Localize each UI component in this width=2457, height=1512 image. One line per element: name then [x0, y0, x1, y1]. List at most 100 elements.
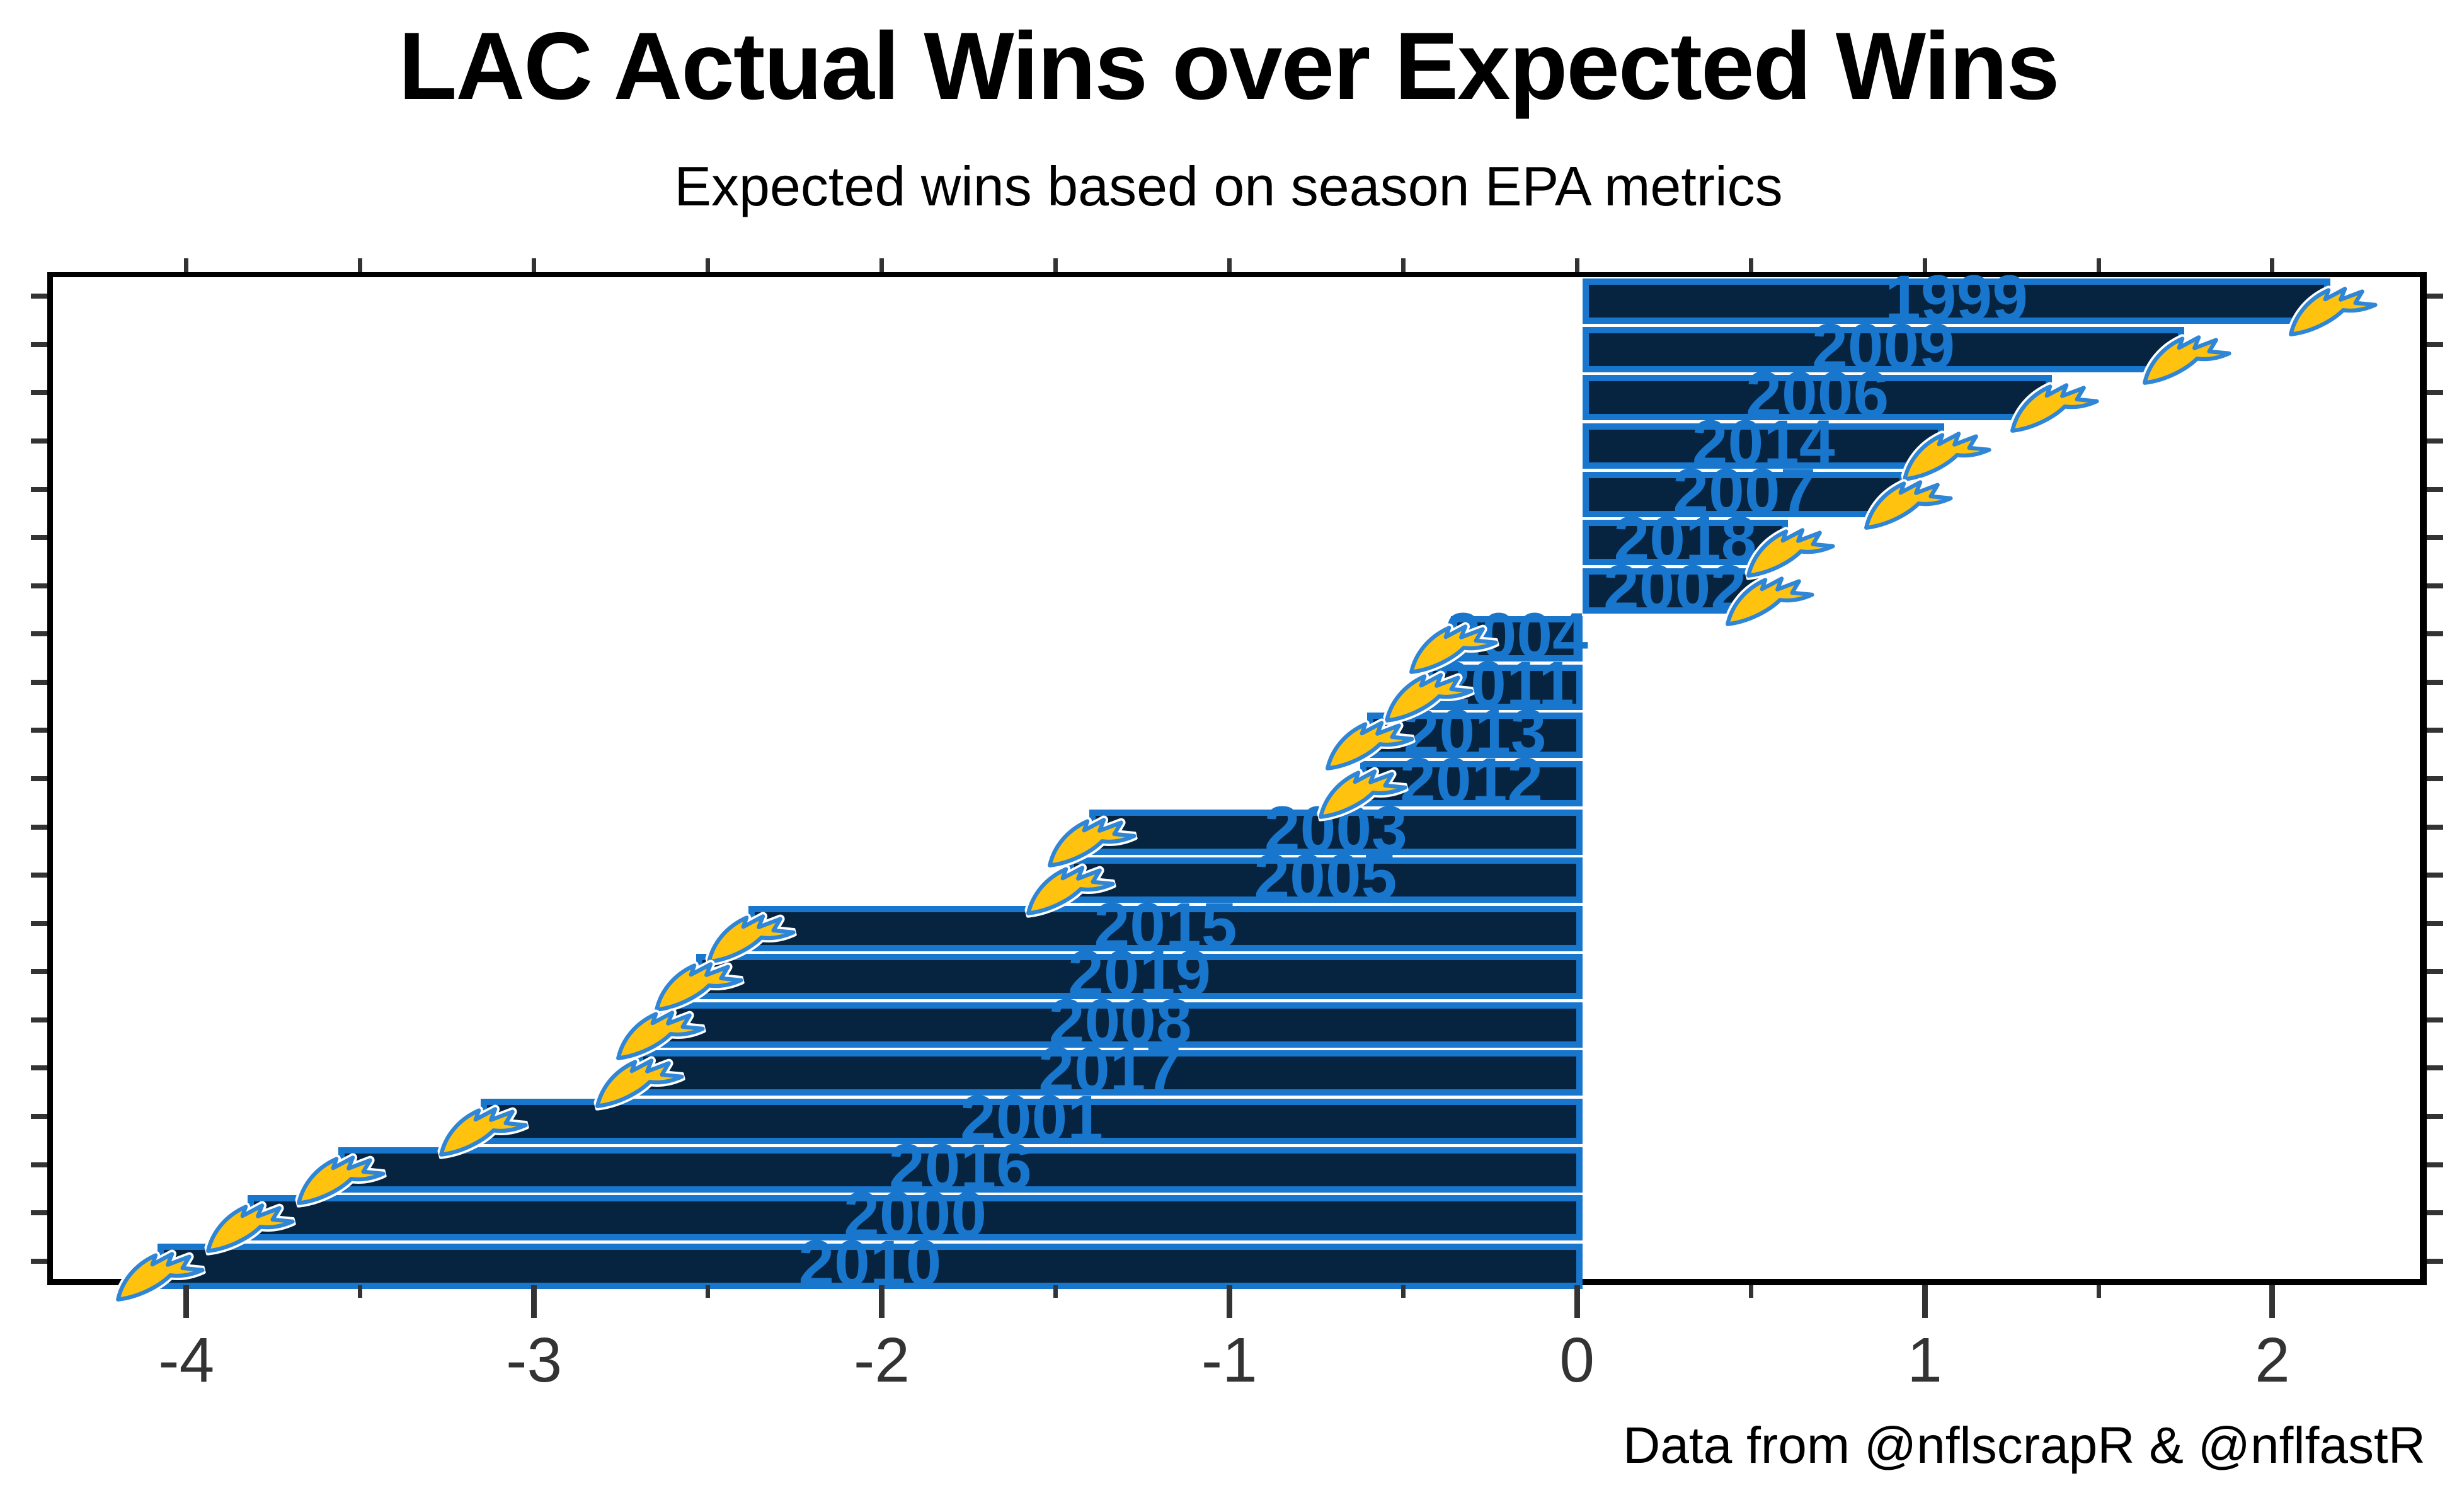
x-axis-major-tick	[1922, 1285, 1928, 1318]
chargers-bolt-icon	[1315, 707, 1419, 779]
y-axis-tick-right	[2427, 776, 2443, 781]
bar-year-label: 2005	[1254, 840, 1397, 913]
chargers-bolt-icon	[1399, 610, 1503, 682]
y-axis-tick-left	[31, 390, 47, 396]
bar-2008	[658, 1002, 1583, 1048]
y-axis-tick-right	[2427, 728, 2443, 733]
y-axis-tick-right	[2427, 390, 2443, 396]
x-axis-major-tick	[1574, 1285, 1580, 1318]
top-axis-tick	[1400, 258, 1406, 272]
bar-year-label: 2002	[1603, 551, 1746, 624]
chargers-bolt-icon	[1854, 466, 1958, 538]
y-axis-tick-left	[31, 486, 47, 492]
chargers-bolt-icon	[105, 1238, 209, 1310]
y-axis-tick-left	[31, 1114, 47, 1119]
y-axis-tick-right	[2427, 294, 2443, 299]
top-axis-tick	[1574, 258, 1579, 272]
bar-1999	[1583, 278, 2330, 324]
bar-2009	[1583, 326, 2184, 372]
bar-year-label: 1999	[1885, 262, 2028, 335]
bar-2001	[480, 1099, 1583, 1144]
bar-year-label: 2010	[798, 1227, 942, 1299]
chargers-bolt-icon	[1736, 514, 1840, 586]
chargers-bolt-icon	[1374, 659, 1478, 731]
chargers-bolt-icon	[2278, 273, 2382, 345]
y-axis-tick-right	[2427, 969, 2443, 975]
bar-2015	[748, 905, 1583, 951]
y-axis-tick-right	[2427, 873, 2443, 878]
y-axis-tick-left	[31, 438, 47, 444]
chargers-bolt-icon	[696, 900, 800, 972]
x-axis-major-tick	[531, 1285, 537, 1318]
bar-2002	[1583, 568, 1767, 614]
chargers-bolt-icon	[196, 1189, 300, 1261]
bar-2017	[637, 1050, 1583, 1096]
bar-year-label: 2006	[1746, 358, 1889, 431]
bar-2010	[157, 1243, 1583, 1289]
plot-panel: 1999 2009 2006 2014 2007 2018 2002 2004 2011 2013…	[47, 262, 2427, 1304]
y-axis-tick-left	[31, 631, 47, 637]
bar-year-label: 2019	[1068, 937, 1211, 1010]
top-axis-tick	[1922, 258, 1927, 272]
x-axis-major-tick	[183, 1285, 190, 1318]
y-axis-tick-left	[31, 920, 47, 926]
chart-title: LAC Actual Wins over Expected Wins	[398, 13, 2060, 120]
y-axis-tick-right	[2427, 1162, 2443, 1167]
y-axis-tick-right	[2427, 1065, 2443, 1071]
chargers-bolt-icon	[1016, 852, 1120, 924]
bar-year-label: 2012	[1400, 744, 1544, 816]
top-axis-tick	[1748, 258, 1753, 272]
y-axis-tick-right	[2427, 1114, 2443, 1119]
chargers-bolt-icon	[2000, 369, 2104, 441]
bar-year-label: 2016	[888, 1130, 1032, 1203]
y-axis-tick-left	[31, 583, 47, 588]
y-axis-tick-right	[2427, 824, 2443, 830]
x-axis-major-tick	[1226, 1285, 1232, 1318]
chargers-bolt-icon	[1893, 418, 1996, 490]
y-axis-tick-left	[31, 776, 47, 781]
y-axis-tick-right	[2427, 1210, 2443, 1216]
x-axis-minor-tick	[2096, 1285, 2101, 1298]
y-axis-tick-right	[2427, 341, 2443, 347]
y-axis-tick-right	[2427, 1017, 2443, 1022]
top-axis-tick	[1227, 258, 1232, 272]
x-axis-minor-tick	[706, 1285, 711, 1298]
y-axis-tick-left	[31, 294, 47, 299]
chargers-bolt-icon	[1037, 804, 1141, 876]
bar-year-label: 2014	[1692, 406, 1835, 479]
y-axis-tick-right	[2427, 631, 2443, 637]
y-axis-tick-left	[31, 1210, 47, 1216]
chargers-bolt-icon	[2133, 321, 2236, 393]
bar-year-label: 2001	[960, 1082, 1103, 1154]
y-axis-tick-left	[31, 824, 47, 830]
y-axis-tick-left	[31, 679, 47, 685]
y-axis-tick-right	[2427, 679, 2443, 685]
x-axis-tick-label: 0	[1559, 1325, 1595, 1395]
bar-year-label: 2009	[1812, 310, 1956, 382]
y-axis-tick-left	[31, 728, 47, 733]
x-axis-major-tick	[878, 1285, 885, 1318]
bar-2014	[1583, 423, 1945, 469]
x-axis-minor-tick	[1748, 1285, 1753, 1298]
x-axis-tick-label: -1	[1201, 1325, 1257, 1395]
bar-year-label: 2000	[844, 1178, 987, 1251]
y-axis-tick-left	[31, 1017, 47, 1022]
chargers-bolt-icon	[1309, 755, 1412, 827]
chargers-bolt-icon	[286, 1142, 390, 1213]
top-axis-tick	[2096, 258, 2101, 272]
bar-2005	[1068, 857, 1583, 903]
y-axis-tick-left	[31, 873, 47, 878]
bar-year-label: 2007	[1673, 455, 1816, 527]
chart-subtitle: Expected wins based on season EPA metric…	[674, 155, 1783, 217]
y-axis-tick-left	[31, 1258, 47, 1264]
chargers-bolt-icon	[585, 1045, 689, 1116]
x-axis-tick-label: -3	[506, 1325, 563, 1395]
x-axis-minor-tick	[1053, 1285, 1058, 1298]
top-axis-tick	[879, 258, 884, 272]
y-axis-tick-left	[31, 1162, 47, 1167]
y-axis-tick-right	[2427, 1258, 2443, 1264]
chargers-bolt-icon	[1715, 563, 1819, 634]
top-axis-tick	[2270, 258, 2275, 272]
top-axis-tick	[1053, 258, 1058, 272]
bar-year-label: 2017	[1038, 1034, 1182, 1106]
